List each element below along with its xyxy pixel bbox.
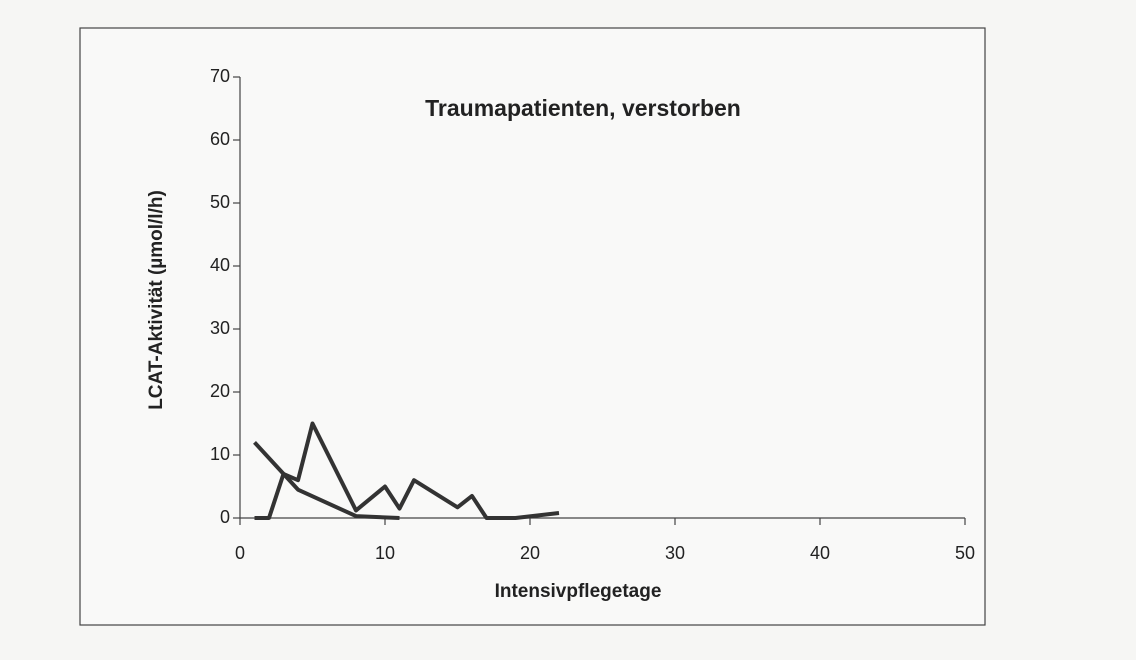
y-tick-label: 10 xyxy=(210,444,230,464)
x-tick-label: 30 xyxy=(665,543,685,563)
x-tick-label: 10 xyxy=(375,543,395,563)
x-tick-label: 50 xyxy=(955,543,975,563)
x-tick-label: 40 xyxy=(810,543,830,563)
x-axis-label: Intensivpflegetage xyxy=(495,581,662,602)
y-tick-label: 70 xyxy=(210,66,230,86)
chart-frame xyxy=(79,27,986,626)
y-tick-label: 20 xyxy=(210,381,230,401)
y-tick-label: 0 xyxy=(220,507,230,527)
data-line xyxy=(253,441,400,520)
y-tick-label: 60 xyxy=(210,129,230,149)
chart-title: Traumapatienten, verstorben xyxy=(425,95,741,121)
y-tick-label: 40 xyxy=(210,255,230,275)
y-axis-label: LCAT-Aktivität (µmol/l/h) xyxy=(146,190,167,410)
y-tick-label: 30 xyxy=(210,318,230,338)
y-tick-label: 50 xyxy=(210,192,230,212)
data-line xyxy=(254,421,560,520)
x-tick-label: 20 xyxy=(520,543,540,563)
x-tick-label: 0 xyxy=(235,543,245,563)
